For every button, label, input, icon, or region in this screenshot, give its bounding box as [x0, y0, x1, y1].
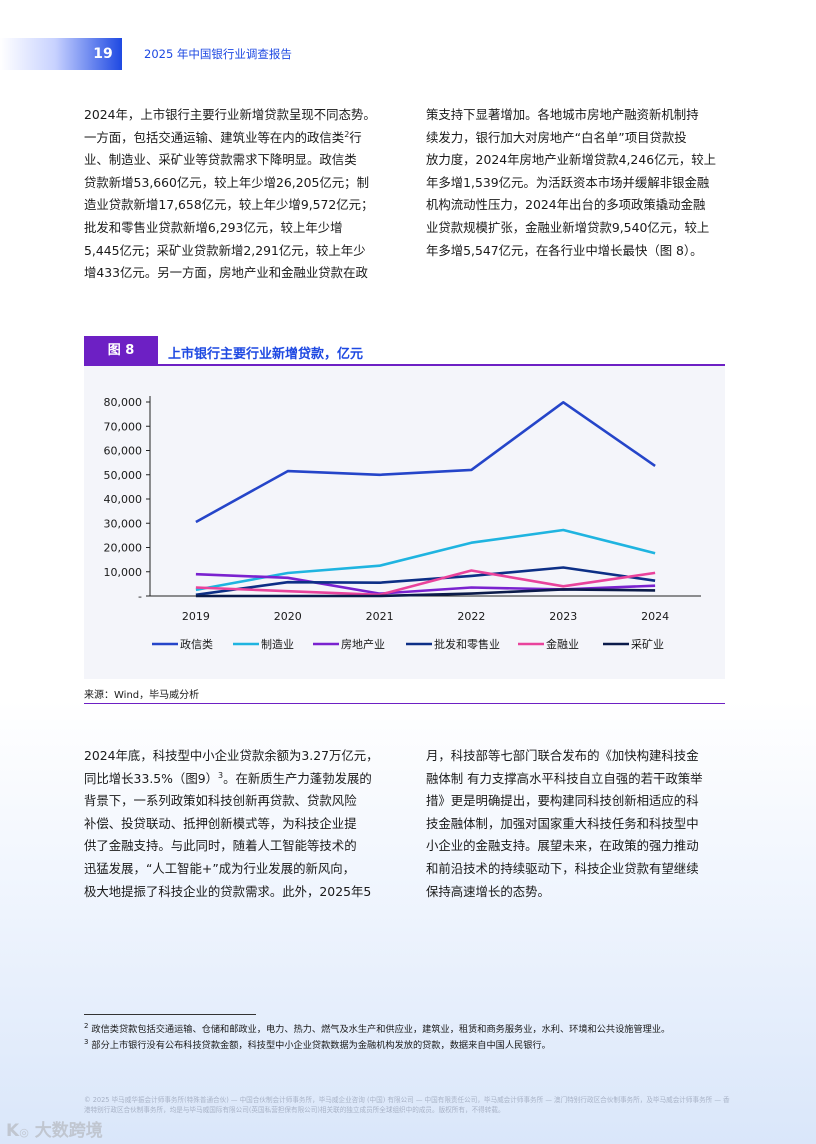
text-line: 2024年底，科技型中小企业贷款余额为3.27万亿元，	[84, 748, 379, 763]
figure-source: 来源：Wind，毕马威分析	[84, 690, 200, 701]
text-line: 业、制造业、采矿业等贷款需求下降明显。政信类	[84, 152, 357, 168]
text-line: 小企业的金融支持。展望未来，在政策的强力推动	[426, 838, 699, 854]
legend-label: 采矿业	[631, 638, 664, 651]
text-line: 月，科技部等七部门联合发布的《加快构建科技金	[426, 748, 699, 763]
text-line: 极大地提振了科技企业的贷款需求。此外，2025年5	[84, 883, 372, 899]
watermark: K◎ 大数跨境	[6, 1121, 103, 1141]
text-line: 年多增5,547亿元，在各行业中增长最快（图 8）。	[426, 242, 703, 258]
series-line-制造业	[195, 528, 656, 592]
y-tick-label: 80,000	[104, 396, 143, 409]
legend-label: 批发和零售业	[434, 637, 500, 651]
header-accent-bar	[0, 38, 122, 70]
legend-label: 制造业	[261, 637, 294, 651]
paragraph-2-left: 2024年底，科技型中小企业贷款余额为3.27万亿元， 同比增长33.5%（图9…	[84, 745, 395, 903]
footnote-ref[interactable]: 2	[344, 129, 350, 139]
series-line-金融业	[195, 569, 656, 597]
series-line-政信类	[195, 401, 656, 524]
legend-label: 房地产业	[341, 637, 385, 651]
y-tick-label: 60,000	[104, 445, 143, 458]
series-line-批发和零售业	[195, 566, 656, 597]
text-line: 融体制 有力支撑高水平科技自立自强的若干政策举	[426, 770, 703, 786]
y-tick-label: -	[138, 590, 142, 603]
text-line: 年多增1,539亿元。为活跃资本市场并缓解非银金融	[426, 174, 710, 190]
copyright-notice: © 2025 毕马威华振会计师事务所(特殊普通合伙) — 中国合伙制会计师事务所…	[84, 1096, 730, 1114]
legend-label: 金融业	[546, 637, 579, 651]
x-tick-label: 2021	[366, 610, 394, 623]
x-tick-label: 2019	[182, 610, 210, 623]
text-line: 机构流动性压力，2024年出台的多项政策撬动金融	[426, 197, 706, 213]
y-tick-label: 40,000	[104, 493, 143, 506]
text-line: 同比增长33.5%（图9）3。在新质生产力蓬勃发展的	[84, 770, 372, 786]
report-title: 2025 年中国银行业调查报告	[144, 47, 292, 61]
series-line-采矿业	[195, 588, 656, 598]
y-tick-label: 20,000	[104, 542, 143, 555]
text-line: 措》更是明确提出，要构建同科技创新相适应的科	[426, 793, 699, 809]
x-tick-label: 2024	[641, 610, 669, 623]
text-line: 2024年，上市银行主要行业新增贷款呈现不同态势。	[84, 107, 376, 122]
x-tick-label: 2023	[549, 610, 577, 623]
paragraph-1-left: 2024年，上市银行主要行业新增贷款呈现不同态势。 一方面，包括交通运输、建筑业…	[84, 104, 395, 285]
figure-title: 上市银行主要行业新增贷款，亿元	[168, 347, 364, 362]
y-tick-label: 10,000	[104, 566, 143, 579]
y-tick-label: 30,000	[104, 517, 143, 530]
text-line: 一方面，包括交通运输、建筑业等在内的政信类2行	[84, 129, 362, 145]
figure-bottom-rule	[84, 703, 725, 704]
text-line: 造业贷款新增17,658亿元，较上年少增9,572亿元；	[84, 197, 374, 213]
paragraph-1-right: 策支持下显著增加。各地城市房地产融资新机制持 续发力，银行加大对房地产“白名单”…	[426, 104, 730, 262]
line-chart: - 10,000 20,000 30,000 40,000 50,000 60,000 70,…	[104, 396, 701, 651]
text-line: 迅猛发展，“人工智能+”成为行业发展的新风向，	[84, 860, 356, 876]
text-line: 补偿、投贷联动、抵押创新模式等，为科技企业提	[84, 815, 357, 831]
footnote-3: 3 部分上市银行没有公布科技贷款金额，科技型中小企业贷款数据为金融机构发放的贷款…	[84, 1038, 551, 1052]
figure-label: 图 8	[84, 336, 158, 366]
page-background-glow	[0, 700, 816, 1144]
text-line: 增433亿元。另一方面，房地产业和金融业贷款在政	[84, 265, 368, 281]
chart-area: - 10,000 20,000 30,000 40,000 50,000 60,000 70,…	[84, 366, 725, 679]
text-line: 业贷款规模扩张，金融业新增贷款9,540亿元，较上	[426, 219, 710, 235]
y-tick-label: 70,000	[104, 420, 143, 433]
x-tick-label: 2020	[274, 610, 302, 623]
footnote-2: 2 政信类贷款包括交通运输、仓储和邮政业，电力、热力、燃气及水生产和供应业，建筑…	[84, 1022, 671, 1036]
text-line: 背景下，一系列政策如科技创新再贷款、贷款风险	[84, 793, 357, 809]
text-line: 供了金融支持。与此同时，随着人工智能等技术的	[84, 838, 357, 854]
paragraph-2-right: 月，科技部等七部门联合发布的《加快构建科技金 融体制 有力支撑高水平科技自立自强…	[426, 745, 730, 903]
footnote-rule	[84, 1014, 256, 1015]
y-tick-label: 50,000	[104, 469, 143, 482]
text-line: 续发力，银行加大对房地产“白名单”项目贷款投	[426, 129, 687, 145]
x-tick-label: 2022	[457, 610, 485, 623]
text-line: 和前沿技术的持续驱动下，科技企业贷款有望继续	[426, 860, 699, 876]
footnote-ref[interactable]: 3	[217, 770, 224, 780]
text-line: 批发和零售业贷款新增6,293亿元，较上年少增	[84, 219, 343, 235]
text-line: 贷款新增53,660亿元，较上年少增26,205亿元；制	[84, 174, 369, 190]
text-line: 放力度，2024年房地产业新增贷款4,246亿元，较上	[426, 152, 717, 168]
footnotes: 2 政信类贷款包括交通运输、仓储和邮政业，电力、热力、燃气及水生产和供应业，建筑…	[84, 1020, 729, 1053]
text-line: 5,445亿元；采矿业贷款新增2,291亿元，较上年少	[84, 242, 366, 258]
text-line: 保持高速增长的态势。	[426, 883, 550, 899]
legend-label: 政信类	[180, 637, 213, 651]
figure-title-rule	[158, 364, 725, 366]
page-number: 19	[93, 46, 113, 62]
text-line: 技金融体制，加强对国家重大科技任务和科技型中	[426, 815, 699, 831]
text-line: 策支持下显著增加。各地城市房地产融资新机制持	[426, 107, 699, 122]
